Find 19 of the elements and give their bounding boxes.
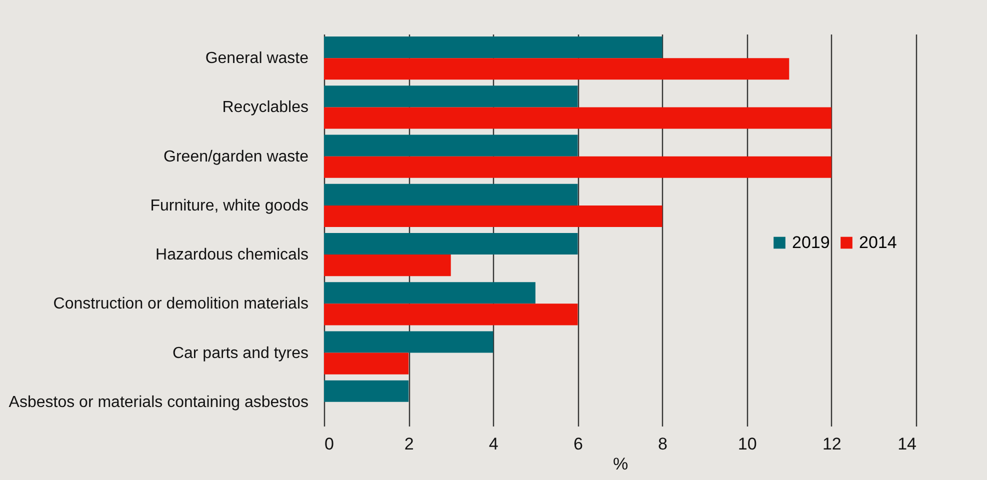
y-tick-label: Asbestos or materials containing asbestos bbox=[8, 394, 308, 411]
x-axis-title: % bbox=[612, 454, 628, 474]
y-tick-label: Recyclables bbox=[222, 99, 308, 116]
legend-label: 2019 bbox=[792, 232, 830, 252]
x-tick-label: 10 bbox=[738, 434, 757, 454]
x-tick-label: 8 bbox=[658, 434, 668, 454]
y-tick-label: Car parts and tyres bbox=[172, 344, 308, 362]
x-tick-label: 4 bbox=[488, 434, 498, 454]
legend-label: 2014 bbox=[859, 232, 897, 252]
x-tick-label: 0 bbox=[324, 434, 334, 454]
x-tick-label: 2 bbox=[404, 434, 414, 454]
y-tick-label: Hazardous chemicals bbox=[156, 246, 308, 264]
y-tick-label: General waste bbox=[205, 50, 309, 68]
y-tick-label: Green/garden waste bbox=[164, 148, 309, 166]
x-tick-label: 12 bbox=[822, 434, 842, 454]
x-tick-label: 6 bbox=[573, 434, 583, 454]
x-tick-label: 14 bbox=[898, 434, 916, 454]
y-tick-label: Furniture, white goods bbox=[150, 197, 308, 214]
y-tick-label: Construction or demolition materials bbox=[53, 296, 308, 313]
